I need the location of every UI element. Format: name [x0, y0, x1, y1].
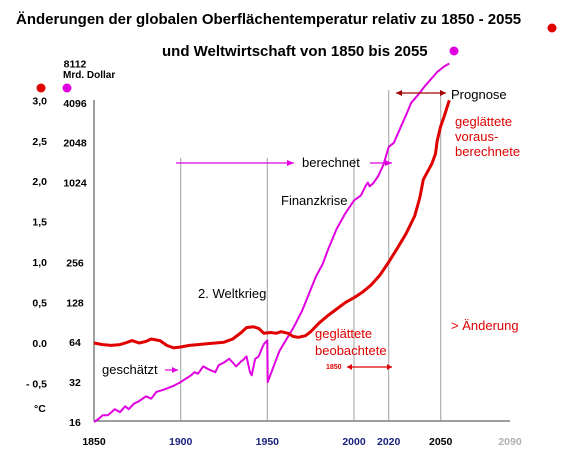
chart-title-line1: Änderungen der globalen Oberflächentempe… [16, 11, 521, 28]
vorausberechnete-line-3: berechnete [455, 144, 520, 159]
geschaetzt-label: geschätzt [102, 362, 158, 377]
temperature-tick-label: 2,0 [32, 176, 47, 188]
x-tick-label: 2050 [429, 436, 453, 448]
x-tick-label: 2020 [377, 436, 401, 448]
temperature-axis-unit: °C [34, 403, 46, 415]
beobachtete-line-1: geglättete [315, 326, 372, 341]
economy-tick-label: 32 [69, 377, 81, 389]
temperature-tick-label: 3,0 [32, 95, 47, 107]
temperature-tick-label: 1,0 [32, 257, 47, 269]
temperature-tick-label: 0.0 [32, 338, 47, 350]
x-tick-label: 1850 [82, 436, 106, 448]
temperature-axis-ticks: 3,0 2,5 2,0 1,5 1,0 0,5 0.0 - 0,5 [26, 95, 47, 390]
economy-tick-label: 256 [66, 257, 84, 269]
temperature-tick-label: 2,5 [32, 136, 47, 148]
economy-axis-ticks: 8112 4096 2048 1024 256 128 64 32 16 [63, 58, 87, 429]
temperature-legend-dot [547, 23, 557, 33]
economy-tick-label: 16 [69, 417, 81, 429]
berechnet-label: berechnet [302, 155, 360, 170]
economy-axis-label: Mrd. Dollar [63, 70, 115, 81]
economy-tick-label: 8112 [64, 58, 87, 70]
x-tick-label: 2000 [342, 436, 366, 448]
x-tick-label: 1900 [169, 436, 193, 448]
range-arrow-head-right [387, 364, 392, 370]
vorausberechnete-line-1: geglättete [455, 114, 512, 129]
geschaetzt-arrow-head [172, 367, 178, 373]
economy-tick-label: 128 [66, 297, 84, 309]
range-start-label: 1850 [326, 364, 342, 371]
weltkrieg-label: 2. Weltkrieg [198, 286, 266, 301]
economy-axis-legend-dot [62, 83, 72, 93]
temperature-series-line [93, 99, 451, 350]
berechnet-arrow-head-right [385, 160, 392, 166]
economy-legend-dot [449, 46, 459, 56]
x-tick-label: 2090 [498, 436, 522, 448]
chart-title-line2: und Weltwirtschaft von 1850 bis 2055 [162, 43, 428, 60]
economy-series-line [93, 62, 450, 423]
vorausberechnete-line-2: voraus- [455, 129, 498, 144]
economy-tick-label: 1024 [63, 178, 87, 190]
x-tick-label: 1950 [256, 436, 280, 448]
economy-tick-label: 4096 [63, 98, 87, 110]
x-axis-ticks: 1850 1900 1950 2000 2020 2050 2090 [82, 436, 522, 448]
beobachtete-line-2: beobachtete [315, 343, 387, 358]
prognose-arrow-head-right [440, 90, 446, 96]
prognose-label: Prognose [451, 87, 507, 102]
economy-tick-label: 2048 [63, 138, 87, 150]
temperature-tick-label: - 0,5 [26, 378, 47, 390]
finanzkrise-label: Finanzkrise [281, 193, 347, 208]
temperature-tick-label: 1,5 [32, 217, 47, 229]
temperature-tick-label: 0,5 [32, 298, 47, 310]
prognose-arrow-head-left [396, 90, 402, 96]
berechnet-arrow-head [287, 160, 294, 166]
economy-tick-label: 64 [69, 337, 81, 349]
vertical-guide-lines [180, 90, 442, 421]
range-arrow-head-left [347, 364, 352, 370]
aenderung-label: > Änderung [451, 318, 519, 333]
temperature-axis-legend-dot [36, 83, 46, 93]
